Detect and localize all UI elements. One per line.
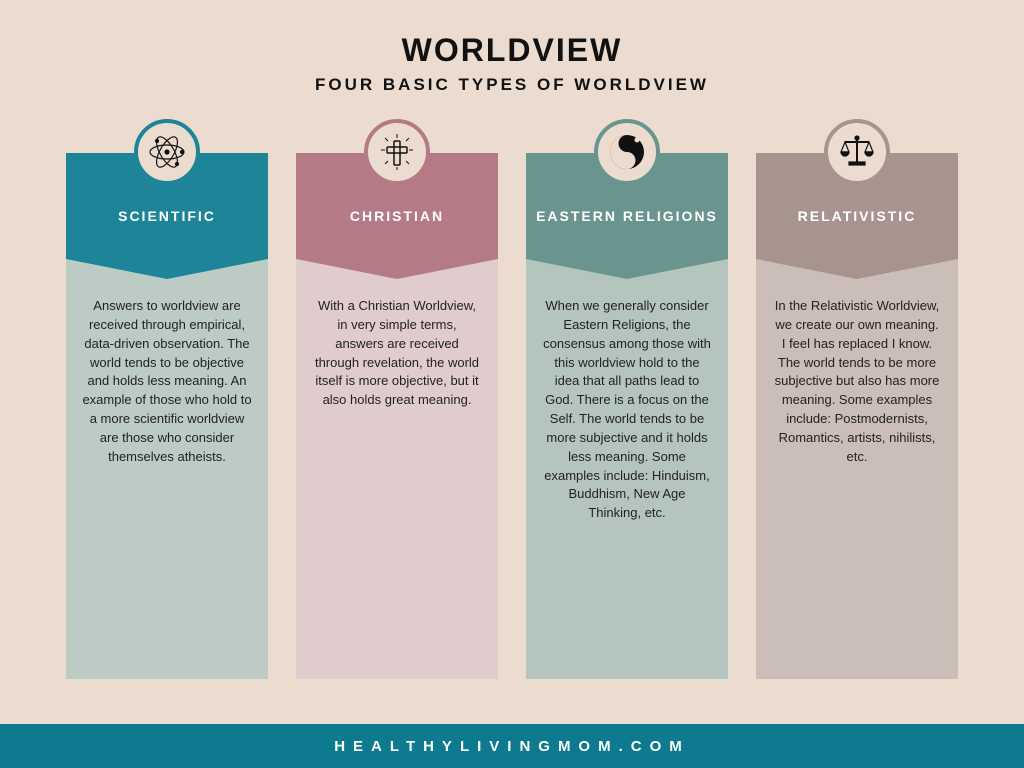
column-header-label: EASTERN RELIGIONS: [536, 208, 718, 224]
column-header-label: CHRISTIAN: [350, 208, 444, 224]
column-relativistic: RELATIVISTIC In the Relativistic Worldvi…: [756, 153, 958, 679]
column-scientific: SCIENTIFIC Answers to worldview are rece…: [66, 153, 268, 679]
column-eastern: EASTERN RELIGIONS When we generally cons…: [526, 153, 728, 679]
column-body: When we generally consider Eastern Relig…: [526, 259, 728, 679]
column-header-label: RELATIVISTIC: [798, 208, 917, 224]
page-subtitle: FOUR BASIC TYPES OF WORLDVIEW: [0, 75, 1024, 95]
title-block: WORLDVIEW FOUR BASIC TYPES OF WORLDVIEW: [0, 0, 1024, 113]
footer-bar: HEALTHYLIVINGMOM.COM: [0, 724, 1024, 768]
footer-text: HEALTHYLIVINGMOM.COM: [334, 738, 690, 755]
column-christian: CHRISTIAN With a Christian Worldview, in…: [296, 153, 498, 679]
atom-icon: [134, 119, 200, 185]
column-header-label: SCIENTIFIC: [118, 208, 216, 224]
cross-icon: [364, 119, 430, 185]
column-body: In the Relativistic Worldview, we create…: [756, 259, 958, 679]
column-body: Answers to worldview are received throug…: [66, 259, 268, 679]
yinyang-icon: [594, 119, 660, 185]
columns-container: SCIENTIFIC Answers to worldview are rece…: [0, 113, 1024, 679]
column-body: With a Christian Worldview, in very simp…: [296, 259, 498, 679]
scales-icon: [824, 119, 890, 185]
page-title: WORLDVIEW: [0, 32, 1024, 69]
